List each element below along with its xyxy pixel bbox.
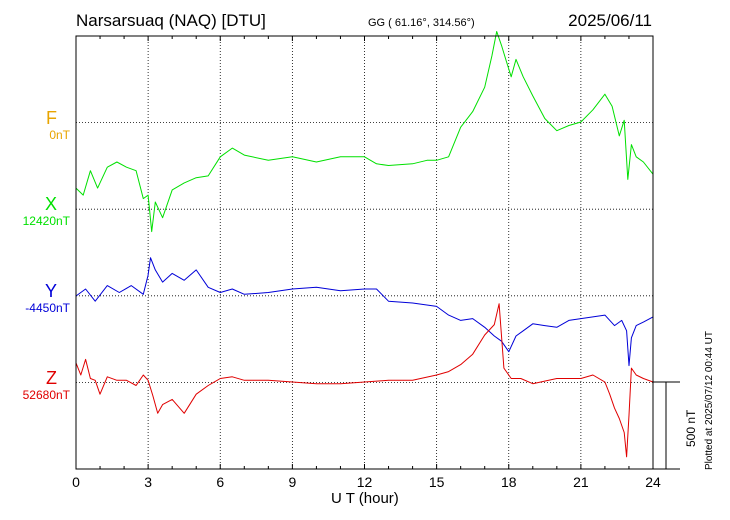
x-tick-label: 21 bbox=[573, 474, 589, 490]
series-x-line bbox=[75, 31, 654, 233]
scale-bar-label: 500 nT bbox=[684, 409, 698, 447]
component-letter: X bbox=[44, 194, 57, 214]
component-z-label: Z 52680nT bbox=[0, 368, 70, 402]
component-baseline: 0nT bbox=[49, 128, 70, 142]
x-tick-label: 3 bbox=[144, 474, 152, 490]
component-f-label: F 0nT bbox=[0, 108, 70, 142]
x-tick-label: 15 bbox=[429, 474, 445, 490]
x-tick-label: 24 bbox=[645, 474, 661, 490]
component-baseline: 12420nT bbox=[22, 214, 70, 228]
component-x-label: X 12420nT bbox=[0, 194, 70, 228]
plot-date: 2025/06/11 bbox=[568, 11, 652, 30]
station-title: Narsarsuaq (NAQ) [DTU] bbox=[76, 11, 266, 30]
series-y-line bbox=[75, 257, 654, 367]
x-tick-label: 0 bbox=[72, 474, 80, 490]
x-tick-label: 6 bbox=[216, 474, 224, 490]
plotted-timestamp: Plotted at 2025/07/12 00:44 UT bbox=[704, 331, 715, 470]
component-letter: F bbox=[46, 108, 57, 128]
series-lines bbox=[75, 31, 654, 458]
component-y-label: Y -4450nT bbox=[0, 281, 70, 315]
component-baseline: -4450nT bbox=[25, 301, 70, 315]
x-tick-label: 18 bbox=[501, 474, 517, 490]
component-letter: Y bbox=[44, 281, 57, 301]
x-ticks: 0 3 6 9 12 15 18 21 24 bbox=[72, 36, 661, 490]
scale-bar bbox=[653, 381, 680, 470]
component-letter: Z bbox=[46, 368, 57, 388]
station-coordinates: GG ( 61.16°, 314.56°) bbox=[368, 17, 475, 29]
component-baseline: 52680nT bbox=[22, 388, 70, 402]
x-tick-label: 9 bbox=[288, 474, 296, 490]
grid bbox=[76, 36, 653, 469]
series-z-line bbox=[75, 303, 654, 458]
x-tick-label: 12 bbox=[357, 474, 373, 490]
x-axis-label: U T (hour) bbox=[331, 490, 399, 507]
